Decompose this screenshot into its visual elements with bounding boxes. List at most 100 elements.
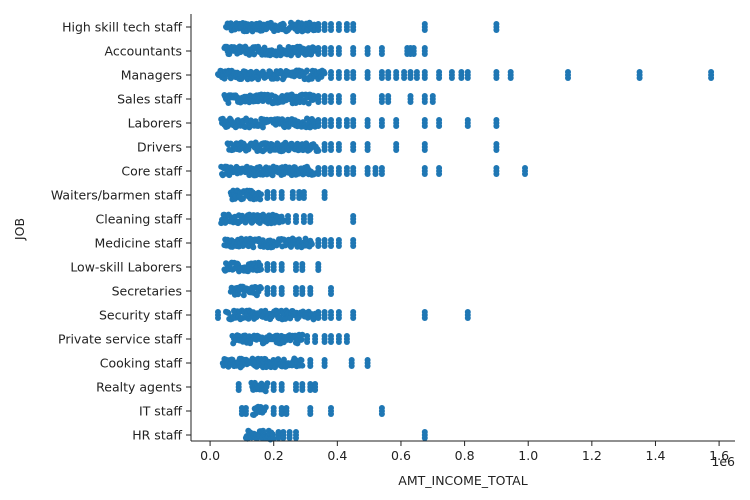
x-tick-label: 1.0: [518, 448, 538, 463]
data-point: [321, 243, 328, 249]
data-point: [328, 315, 334, 321]
data-point: [270, 387, 277, 393]
data-point: [636, 75, 643, 81]
data-point: [328, 339, 334, 345]
data-point: [242, 411, 249, 417]
data-point: [364, 75, 371, 81]
data-point: [436, 75, 443, 81]
data-point: [275, 435, 282, 441]
series-2: [215, 67, 715, 83]
data-point: [321, 363, 328, 369]
x-offset-label: 1e6: [711, 454, 735, 469]
data-point: [328, 99, 334, 105]
data-point: [458, 75, 465, 81]
data-point: [350, 51, 357, 57]
data-point: [350, 75, 357, 81]
data-point: [270, 411, 277, 417]
data-point: [274, 75, 281, 82]
data-point: [328, 147, 334, 153]
data-point: [350, 171, 357, 177]
data-point: [264, 380, 271, 387]
data-point: [335, 51, 342, 57]
series-0: [223, 19, 500, 35]
y-tick-label: Managers: [121, 68, 182, 83]
x-ticks: 0.0 0.2 0.4 0.6 0.8 1.0 1.2 1.4 1.6: [200, 441, 729, 463]
data-point: [293, 387, 299, 393]
data-point: [299, 387, 306, 393]
y-tick-label: Private service staff: [58, 332, 182, 347]
data-point: [421, 99, 428, 105]
data-point: [448, 75, 455, 81]
series-15: [235, 379, 319, 395]
data-point: [280, 435, 287, 441]
series-12: [215, 307, 471, 323]
data-point: [270, 195, 277, 201]
data-point: [421, 147, 428, 153]
data-point: [275, 356, 282, 363]
data-point: [299, 291, 306, 297]
data-point: [421, 171, 428, 177]
data-point: [315, 99, 322, 105]
data-point: [364, 51, 371, 57]
data-point: [307, 291, 314, 297]
data-point: [436, 123, 443, 129]
data-point: [328, 51, 334, 57]
data-point: [300, 219, 307, 225]
data-point: [321, 123, 328, 129]
data-point: [304, 339, 311, 345]
data-point: [378, 411, 385, 417]
axes-layer: [190, 14, 735, 442]
data-point: [278, 195, 285, 201]
data-point: [307, 387, 314, 393]
data-point: [335, 243, 342, 249]
data-point: [493, 75, 500, 81]
data-point: [328, 411, 334, 417]
series-8: [218, 211, 357, 227]
data-point: [307, 363, 314, 369]
data-point: [315, 267, 322, 273]
data-point: [221, 75, 228, 82]
data-point: [393, 75, 400, 81]
data-point: [251, 51, 258, 58]
data-point: [321, 147, 328, 153]
y-tick-label: High skill tech staff: [62, 20, 182, 35]
y-tick-label: HR staff: [132, 428, 182, 443]
data-point: [372, 171, 379, 177]
data-point: [299, 331, 306, 338]
y-tick-label: Accountants: [105, 44, 182, 59]
data-point: [507, 75, 514, 81]
data-point: [300, 195, 307, 201]
data-point: [350, 147, 357, 153]
data-point: [321, 195, 328, 201]
data-point: [464, 123, 471, 129]
data-point: [315, 243, 322, 249]
data-point: [493, 171, 500, 177]
data-point: [258, 285, 264, 292]
data-point: [421, 123, 428, 129]
x-tick-label: 1.2: [582, 448, 602, 463]
data-point: [429, 99, 436, 105]
data-point: [315, 123, 322, 129]
data-point: [401, 75, 408, 81]
data-point: [335, 123, 342, 129]
y-tick-label: Cleaning staff: [96, 212, 183, 227]
data-point: [343, 27, 350, 33]
series-11: [227, 283, 334, 299]
data-point: [315, 51, 322, 57]
data-point: [407, 75, 414, 81]
series-6: [218, 163, 528, 179]
data-point: [298, 357, 305, 364]
data-point: [522, 171, 528, 177]
y-tick-label: Cooking staff: [100, 356, 183, 371]
x-tick-label: 0.4: [327, 448, 347, 463]
data-point: [280, 21, 287, 28]
data-point: [293, 291, 299, 297]
data-point: [321, 51, 328, 57]
data-point: [410, 51, 417, 57]
x-axis-title: AMT_INCOME_TOTAL: [398, 473, 527, 488]
data-point: [343, 171, 350, 177]
data-point: [350, 243, 357, 249]
x-tick-label: 0.2: [264, 448, 284, 463]
data-point: [350, 27, 357, 33]
